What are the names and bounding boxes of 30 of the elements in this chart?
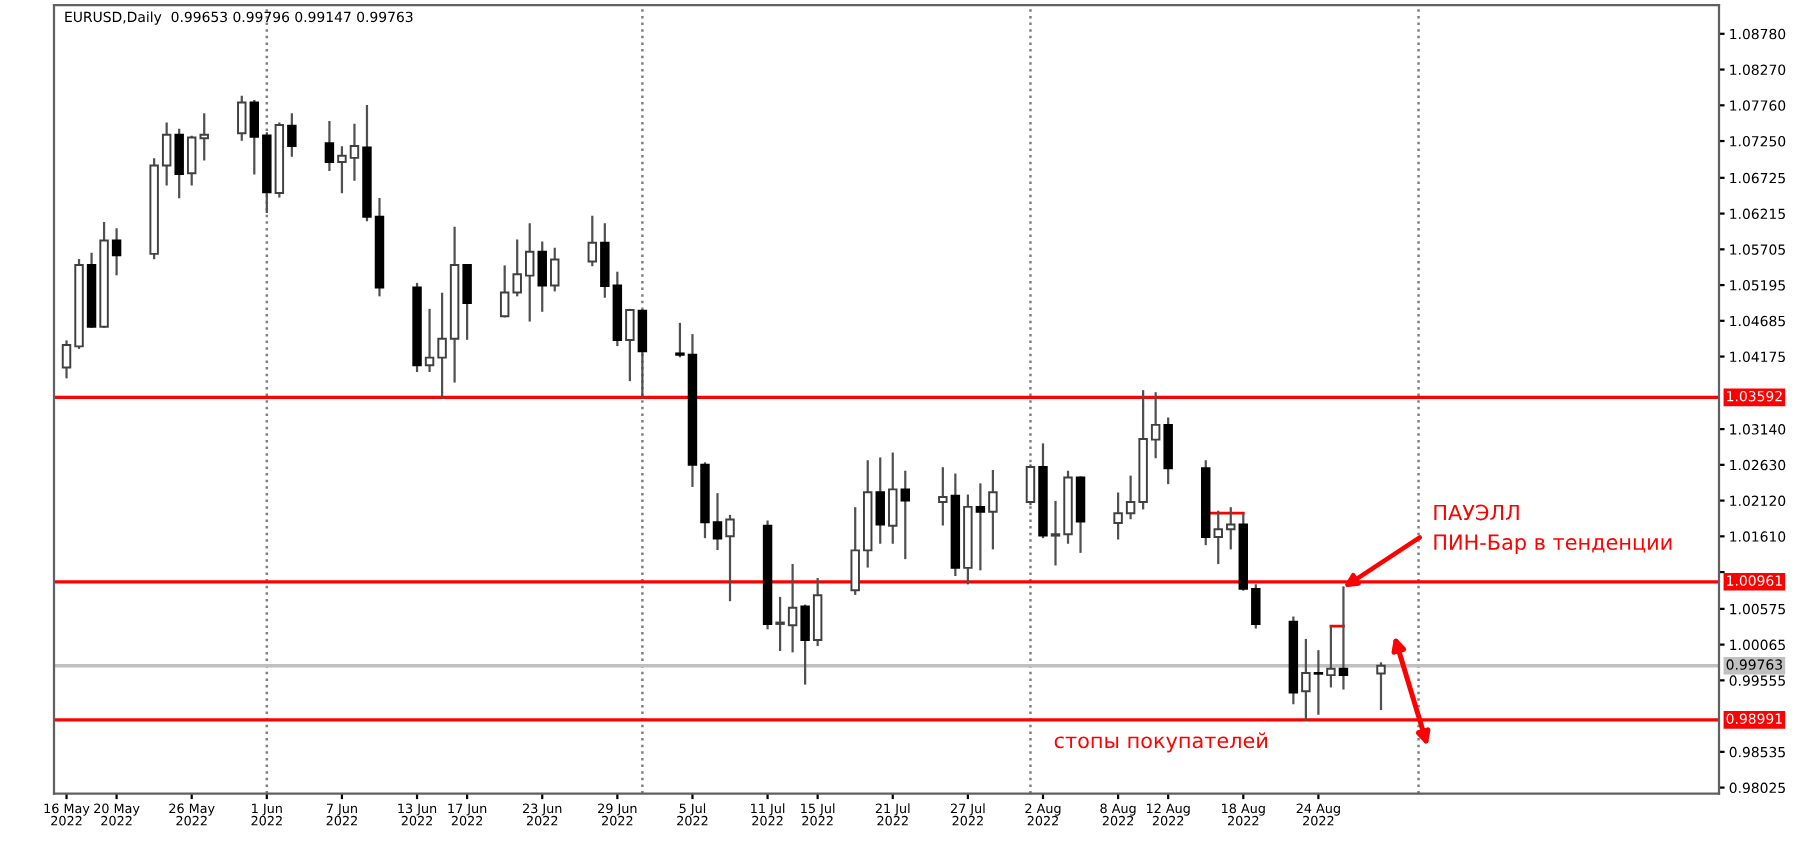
candlestick: [1025, 464, 1036, 506]
annotation: ПАУЭЛЛ ПИН-Бар в тенденции: [1434, 504, 1672, 555]
candlestick: [237, 95, 247, 141]
candlestick: [1075, 476, 1086, 553]
candlestick: [938, 467, 948, 526]
candlestick: [1163, 417, 1173, 485]
candlestick: [1326, 626, 1336, 688]
candlestick: [462, 263, 472, 340]
annotation: стопы покупателей: [1054, 732, 1267, 753]
candlestick: [725, 514, 735, 602]
candlestick: [111, 228, 122, 276]
candlestick: [324, 121, 335, 171]
candlestick: [1338, 586, 1349, 690]
candlestick: [900, 470, 910, 560]
candlestick: [550, 247, 560, 292]
candlestick: [625, 308, 635, 382]
candlestick: [1301, 638, 1311, 722]
candlestick: [975, 483, 986, 571]
candlestick: [1313, 650, 1324, 715]
candlestick: [888, 452, 898, 544]
candlestick: [1376, 662, 1386, 711]
candlestick: [800, 604, 810, 685]
candlestick: [587, 215, 598, 267]
candlestick: [174, 128, 184, 199]
candlestick: [812, 577, 823, 647]
candlestick: [537, 241, 547, 312]
candlestick: [988, 470, 998, 550]
candlestick: [637, 309, 648, 399]
candlestick: [287, 113, 297, 157]
candlestick: [875, 457, 885, 544]
